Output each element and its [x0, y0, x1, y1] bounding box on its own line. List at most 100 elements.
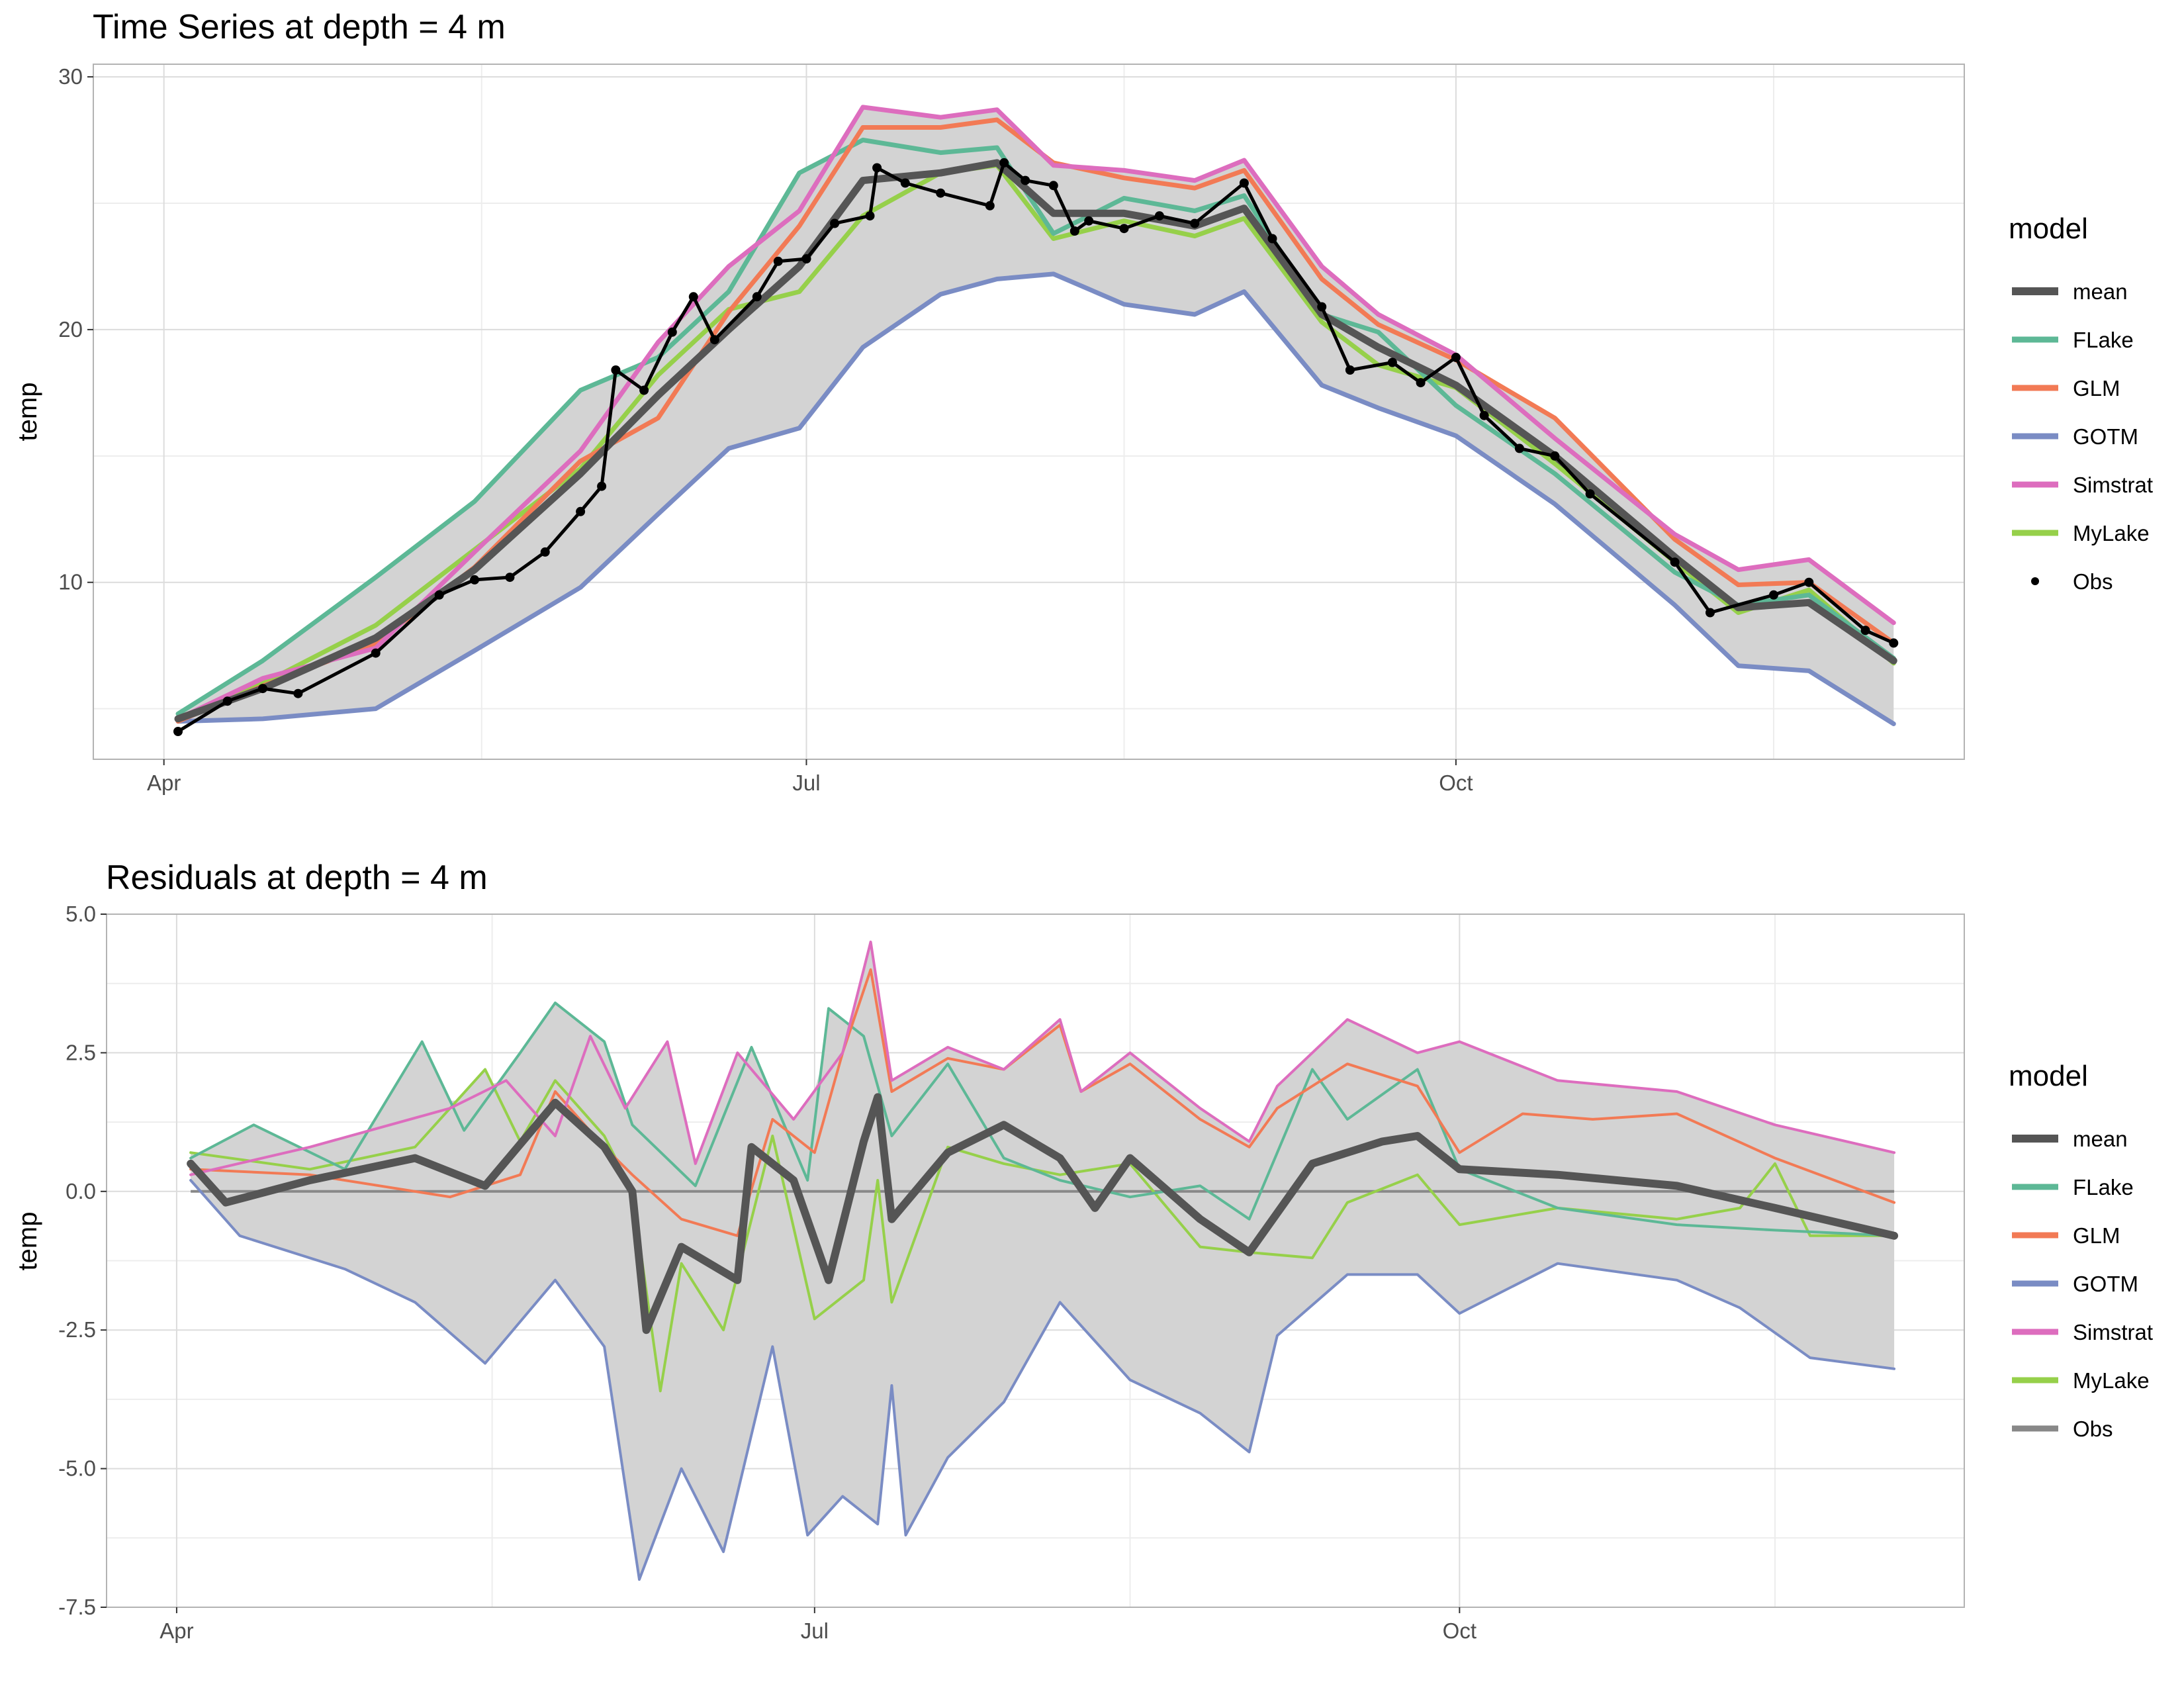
y-tick-label: 10	[58, 570, 83, 594]
obs-point	[1048, 181, 1058, 191]
legend-label-gotm: GOTM	[2073, 1272, 2138, 1296]
obs-point	[752, 292, 762, 302]
obs-point	[597, 481, 607, 491]
obs-point	[1267, 234, 1277, 244]
legend-title: model	[2009, 212, 2088, 245]
obs-line	[177, 161, 1895, 733]
obs-point	[1345, 365, 1355, 375]
obs-point	[258, 684, 267, 694]
residuals-panel: Residuals at depth = 4 m 5.0 2.5 0.0 -2.5 -5…	[13, 859, 2153, 1643]
series-line-gotm	[175, 271, 1896, 726]
x-tick-label: Oct	[1439, 771, 1473, 795]
obs-point	[1889, 638, 1899, 648]
obs-point	[371, 648, 381, 658]
y-axis-label: temp	[13, 383, 42, 442]
obs-point	[985, 201, 995, 211]
obs-point	[1069, 226, 1079, 236]
obs-point	[470, 575, 480, 585]
y-tick-label: 0.0	[66, 1179, 96, 1203]
legend-label-flake: FLake	[2073, 328, 2134, 352]
legend-label-simstrat: Simstrat	[2073, 473, 2153, 497]
legend: model mean FLake GLM GOTM Simstrat MyLake Obs	[2009, 212, 2153, 594]
x-tick-label: Jul	[801, 1618, 829, 1643]
y-tick-label: -2.5	[58, 1317, 96, 1342]
legend-label-mean: mean	[2073, 1127, 2128, 1151]
series-line-flake	[189, 1002, 1896, 1237]
obs-point	[1670, 557, 1680, 567]
model-range-band	[178, 107, 1894, 724]
obs-point	[1021, 175, 1030, 185]
obs-point	[1804, 577, 1814, 587]
legend-label-mylake: MyLake	[2073, 1368, 2150, 1393]
obs-point	[1550, 451, 1560, 461]
y-axis: 10 20 30	[58, 64, 93, 594]
x-tick-label: Apr	[147, 771, 181, 795]
obs-point	[611, 365, 621, 375]
legend-label-mean: mean	[2073, 279, 2128, 304]
legend-label-flake: FLake	[2073, 1175, 2134, 1199]
obs-point	[540, 547, 550, 557]
legend-label-mylake: MyLake	[2073, 521, 2150, 545]
obs-point	[1119, 224, 1129, 234]
y-axis: 5.0 2.5 0.0 -2.5 -5.0 -7.5	[58, 902, 107, 1619]
legend-key-obs	[2031, 577, 2039, 585]
x-tick-label: Apr	[159, 1618, 193, 1643]
panel-border	[106, 914, 1965, 1608]
legend-label-glm: GLM	[2073, 376, 2120, 400]
y-tick-label: -7.5	[58, 1595, 96, 1619]
obs-point	[1416, 378, 1426, 388]
y-tick-label: 20	[58, 317, 83, 342]
obs-point	[1479, 410, 1489, 420]
obs-point	[1514, 444, 1524, 453]
obs-point	[936, 188, 946, 198]
obs-point	[872, 163, 882, 173]
obs-point	[900, 178, 910, 188]
series-line-mean	[187, 1093, 1899, 1335]
obs-point	[1239, 178, 1249, 188]
obs-point	[830, 218, 840, 228]
obs-point	[1387, 357, 1397, 367]
y-tick-label: 5.0	[66, 902, 96, 926]
obs-point	[1084, 216, 1094, 226]
obs-point	[1317, 302, 1327, 312]
series-line-gotm	[189, 1179, 1896, 1581]
chart-title: Residuals at depth = 4 m	[106, 859, 488, 897]
obs-points	[173, 158, 1899, 736]
obs-point	[1769, 590, 1778, 600]
series-line-simstrat	[189, 940, 1896, 1176]
obs-point	[1451, 352, 1461, 362]
obs-point	[667, 327, 677, 337]
y-tick-label: 2.5	[66, 1040, 96, 1064]
y-tick-label: 30	[58, 64, 83, 89]
obs-point	[639, 385, 649, 395]
legend-label-obs: Obs	[2073, 1417, 2113, 1441]
x-axis: Apr Jul Oct	[147, 759, 1473, 795]
panel-border	[93, 64, 1965, 760]
y-axis-label: temp	[13, 1212, 42, 1271]
legend-label-gotm: GOTM	[2073, 424, 2138, 449]
obs-point	[1585, 489, 1595, 499]
obs-point	[999, 158, 1009, 167]
obs-point	[709, 335, 719, 345]
obs-point	[293, 688, 303, 698]
obs-point	[434, 590, 444, 600]
series-line-mean	[174, 159, 1897, 723]
obs-point	[505, 573, 515, 583]
obs-point	[1860, 626, 1870, 635]
obs-point	[688, 292, 698, 302]
obs-point	[1190, 218, 1200, 228]
chart-title: Time Series at depth = 4 m	[93, 8, 506, 46]
series-line-mylake	[189, 1068, 1896, 1393]
legend-label-simstrat: Simstrat	[2073, 1320, 2153, 1344]
y-tick-label: -5.0	[58, 1456, 96, 1481]
series-line-flake	[175, 138, 1896, 716]
range-ribbon	[178, 107, 1894, 724]
time-series-panel: Time Series at depth = 4 m 10 20 30 Apr Jul…	[13, 8, 2153, 795]
legend-label-glm: GLM	[2073, 1223, 2120, 1248]
legend-title: model	[2009, 1060, 2088, 1092]
legend: model mean FLake GLM GOTM Simstrat MyLake Obs	[2009, 1060, 2153, 1441]
obs-point	[222, 696, 232, 706]
obs-point	[865, 211, 875, 221]
legend-label-obs: Obs	[2073, 569, 2113, 594]
